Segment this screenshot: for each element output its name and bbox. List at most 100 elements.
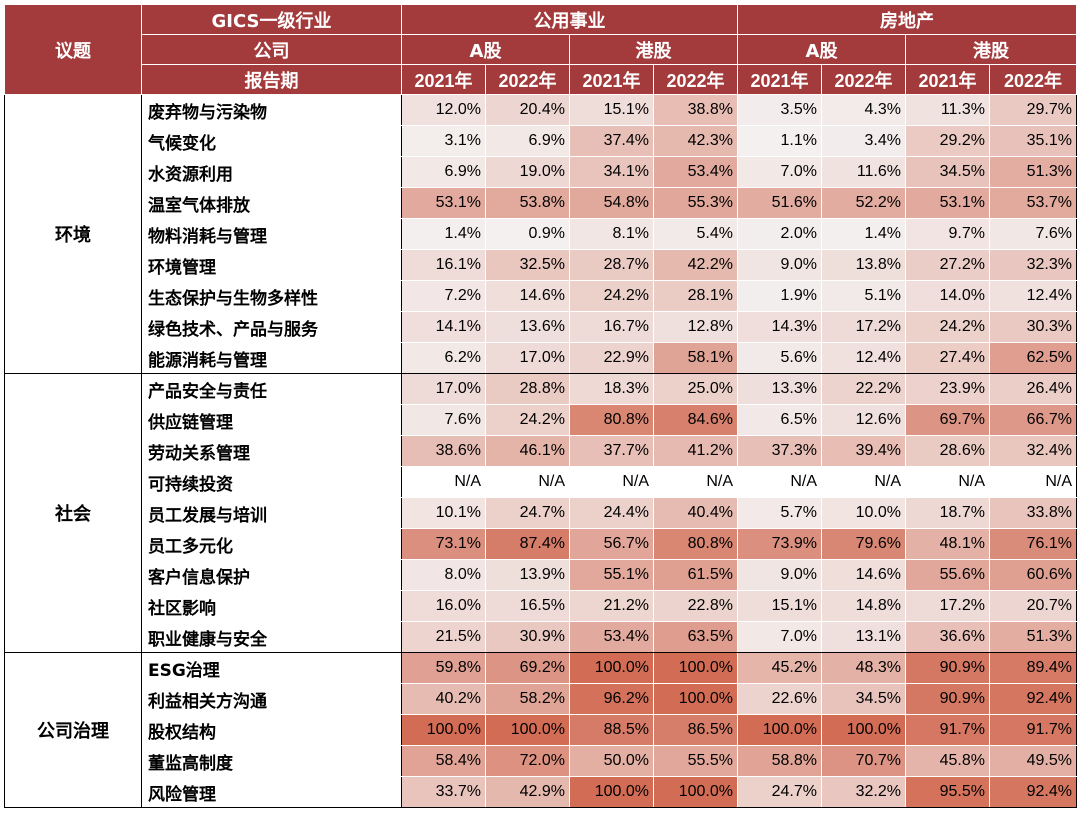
value-cell: 13.6% bbox=[485, 311, 570, 343]
issue-cell: 能源消耗与管理 bbox=[141, 342, 402, 374]
issue-cell: 绿色技术、产品与服务 bbox=[141, 311, 402, 343]
value-cell: N/A bbox=[569, 466, 654, 498]
table-row: 劳动关系管理 38.6% 46.1% 37.7% 41.2% 37.3% 39.4% 28.6… bbox=[5, 435, 1077, 467]
value-cell: N/A bbox=[905, 466, 990, 498]
value-cell: 12.4% bbox=[989, 280, 1077, 312]
value-cell: 21.2% bbox=[569, 590, 654, 622]
year-header: 2021年 bbox=[737, 64, 822, 95]
issue-cell: 职业健康与安全 bbox=[141, 621, 402, 653]
issue-cell: 物料消耗与管理 bbox=[141, 218, 402, 250]
value-cell: N/A bbox=[485, 466, 570, 498]
value-cell: 28.1% bbox=[653, 280, 738, 312]
table-row: 员工多元化 73.1% 87.4% 56.7% 80.8% 73.9% 79.6% 48.1%… bbox=[5, 528, 1077, 560]
topic-cell: 社会 bbox=[4, 373, 142, 653]
value-cell: 100.0% bbox=[821, 714, 906, 746]
value-cell: 62.5% bbox=[989, 342, 1077, 374]
value-cell: 45.8% bbox=[905, 745, 990, 777]
value-cell: 13.8% bbox=[821, 249, 906, 281]
value-cell: 24.7% bbox=[485, 497, 570, 529]
value-cell: 7.6% bbox=[989, 218, 1077, 250]
value-cell: 16.0% bbox=[401, 590, 486, 622]
value-cell: 16.1% bbox=[401, 249, 486, 281]
value-cell: 90.9% bbox=[905, 652, 990, 684]
value-cell: 2.0% bbox=[737, 218, 822, 250]
value-cell: 24.2% bbox=[905, 311, 990, 343]
period-row-label: 报告期 bbox=[141, 64, 402, 95]
table-row: 物料消耗与管理 1.4% 0.9% 8.1% 5.4% 2.0% 1.4% 9.7% 7.6% bbox=[5, 218, 1077, 250]
value-cell: N/A bbox=[737, 466, 822, 498]
value-cell: 3.1% bbox=[401, 125, 486, 157]
year-header: 2021年 bbox=[905, 64, 990, 95]
value-cell: 53.7% bbox=[989, 187, 1077, 219]
value-cell: 45.2% bbox=[737, 652, 822, 684]
value-cell: 55.5% bbox=[653, 745, 738, 777]
value-cell: 24.7% bbox=[737, 776, 822, 808]
value-cell: 20.4% bbox=[485, 94, 570, 126]
topic-column-header: 议题 bbox=[4, 4, 142, 95]
market-header: 港股 bbox=[569, 34, 738, 65]
value-cell: 6.9% bbox=[485, 125, 570, 157]
issue-cell: 供应链管理 bbox=[141, 404, 402, 436]
issue-cell: 员工发展与培训 bbox=[141, 497, 402, 529]
issue-cell: 董监高制度 bbox=[141, 745, 402, 777]
value-cell: 46.1% bbox=[485, 435, 570, 467]
value-cell: 51.3% bbox=[989, 156, 1077, 188]
table-row: 股权结构 100.0% 100.0% 88.5% 86.5% 100.0% 100.0% 91… bbox=[5, 714, 1077, 746]
value-cell: 14.3% bbox=[737, 311, 822, 343]
value-cell: N/A bbox=[401, 466, 486, 498]
market-header: A股 bbox=[401, 34, 570, 65]
value-cell: 35.1% bbox=[989, 125, 1077, 157]
value-cell: 17.0% bbox=[485, 342, 570, 374]
value-cell: 34.5% bbox=[905, 156, 990, 188]
value-cell: 40.2% bbox=[401, 683, 486, 715]
value-cell: 42.3% bbox=[653, 125, 738, 157]
esg-disclosure-table-container: 议题 GICS一级行业 公用事业 房地产 公司 A股 港股 A股 港股 报告期 … bbox=[4, 4, 1077, 808]
table-row: 利益相关方沟通 40.2% 58.2% 96.2% 100.0% 22.6% 34.5% 90… bbox=[5, 683, 1077, 715]
value-cell: 12.6% bbox=[821, 404, 906, 436]
value-cell: 23.9% bbox=[905, 373, 990, 405]
value-cell: 22.2% bbox=[821, 373, 906, 405]
value-cell: 12.0% bbox=[401, 94, 486, 126]
value-cell: 28.8% bbox=[485, 373, 570, 405]
value-cell: 37.4% bbox=[569, 125, 654, 157]
value-cell: 48.3% bbox=[821, 652, 906, 684]
value-cell: 53.1% bbox=[905, 187, 990, 219]
value-cell: 3.4% bbox=[821, 125, 906, 157]
table-row: 环境管理 16.1% 32.5% 28.7% 42.2% 9.0% 13.8% 27.2% 32… bbox=[5, 249, 1077, 281]
issue-cell: 环境管理 bbox=[141, 249, 402, 281]
value-cell: 36.6% bbox=[905, 621, 990, 653]
value-cell: 12.4% bbox=[821, 342, 906, 374]
value-cell: 24.2% bbox=[485, 404, 570, 436]
value-cell: 53.1% bbox=[401, 187, 486, 219]
value-cell: 91.7% bbox=[905, 714, 990, 746]
value-cell: 42.2% bbox=[653, 249, 738, 281]
value-cell: 34.5% bbox=[821, 683, 906, 715]
value-cell: 22.6% bbox=[737, 683, 822, 715]
value-cell: 100.0% bbox=[569, 652, 654, 684]
value-cell: 29.7% bbox=[989, 94, 1077, 126]
value-cell: 55.6% bbox=[905, 559, 990, 591]
industry-utilities-header: 公用事业 bbox=[401, 4, 738, 35]
value-cell: 28.7% bbox=[569, 249, 654, 281]
value-cell: 14.6% bbox=[485, 280, 570, 312]
year-header: 2022年 bbox=[485, 64, 570, 95]
issue-cell: 可持续投资 bbox=[141, 466, 402, 498]
year-header: 2022年 bbox=[989, 64, 1077, 95]
value-cell: 26.4% bbox=[989, 373, 1077, 405]
value-cell: 55.1% bbox=[569, 559, 654, 591]
value-cell: 13.9% bbox=[485, 559, 570, 591]
value-cell: 17.0% bbox=[401, 373, 486, 405]
value-cell: 69.7% bbox=[905, 404, 990, 436]
value-cell: 5.1% bbox=[821, 280, 906, 312]
value-cell: 4.3% bbox=[821, 94, 906, 126]
value-cell: 34.1% bbox=[569, 156, 654, 188]
market-header: A股 bbox=[737, 34, 906, 65]
value-cell: 100.0% bbox=[569, 776, 654, 808]
value-cell: 19.0% bbox=[485, 156, 570, 188]
value-cell: 73.9% bbox=[737, 528, 822, 560]
value-cell: 9.7% bbox=[905, 218, 990, 250]
value-cell: 5.4% bbox=[653, 218, 738, 250]
value-cell: 69.2% bbox=[485, 652, 570, 684]
issue-cell: 风险管理 bbox=[141, 776, 402, 808]
value-cell: 49.5% bbox=[989, 745, 1077, 777]
